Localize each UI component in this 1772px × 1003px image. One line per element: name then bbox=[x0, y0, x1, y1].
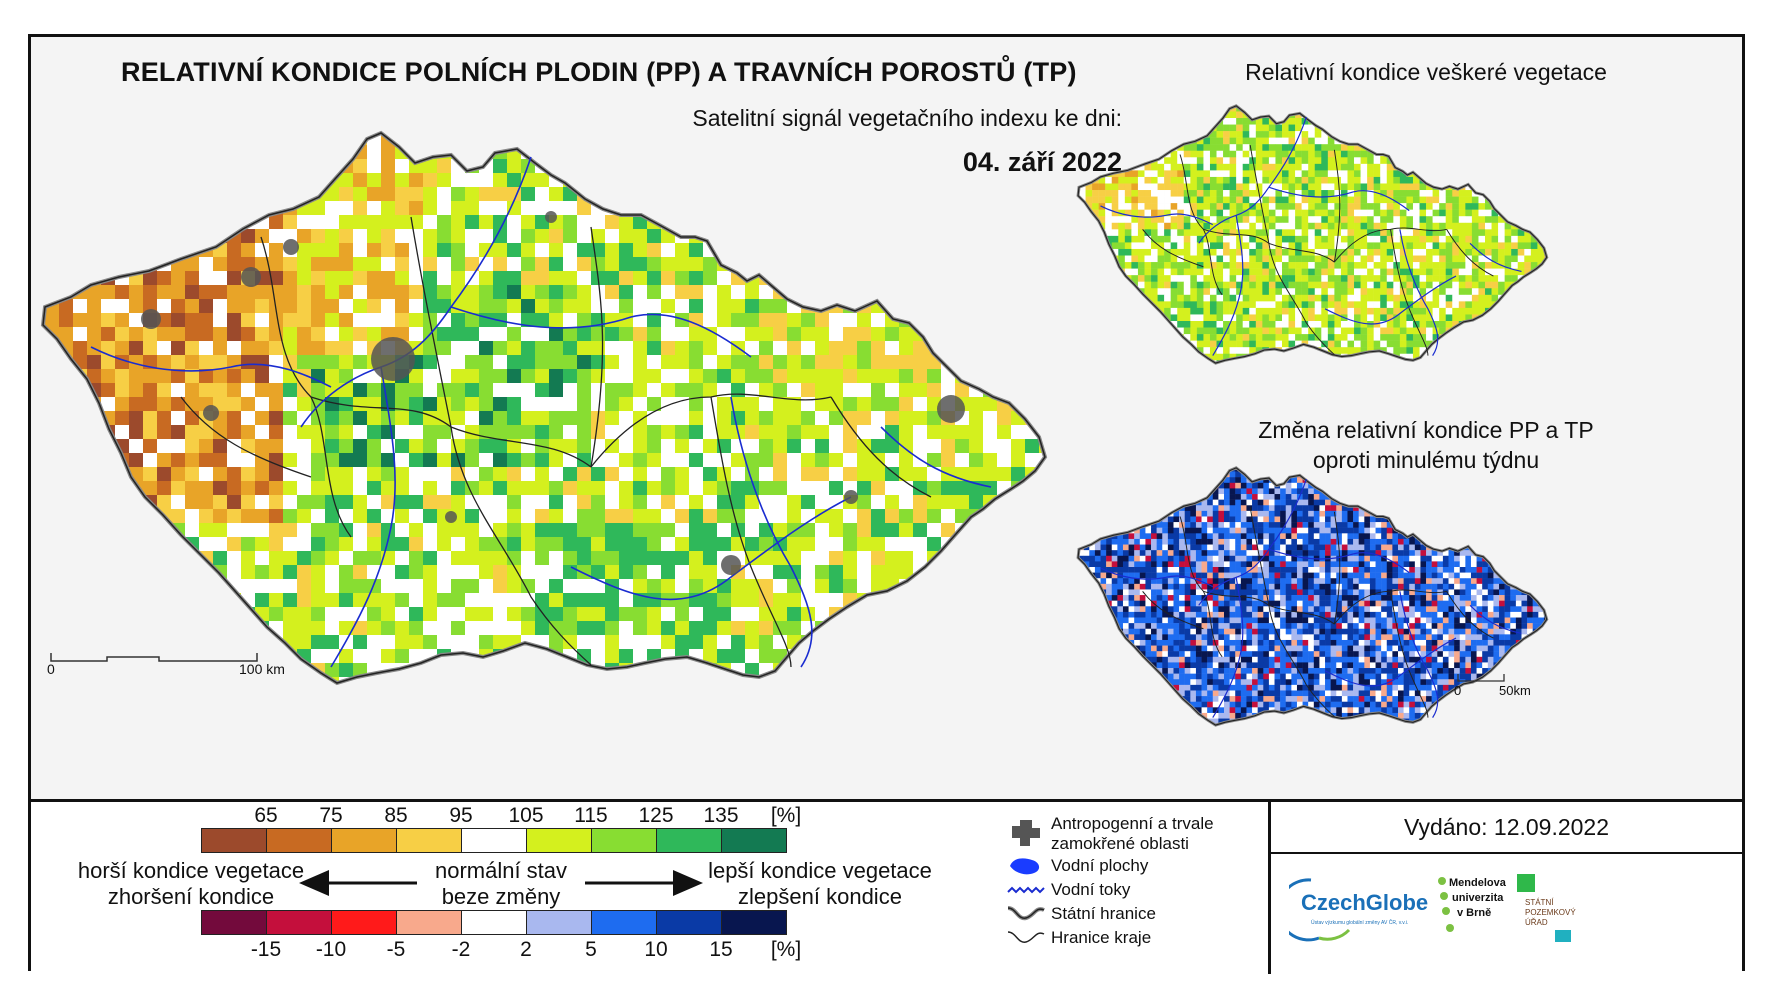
change-swatch bbox=[331, 910, 397, 935]
water-stream-icon bbox=[1007, 886, 1045, 894]
condition-tick-label: 135 bbox=[703, 804, 739, 827]
mendel-logo-text: Mendelova univerzita v Brně bbox=[1449, 876, 1506, 921]
condition-swatch bbox=[526, 828, 592, 853]
condition-swatch bbox=[396, 828, 462, 853]
main-condition-map bbox=[40, 130, 1048, 686]
key-state-border: Státní hranice bbox=[1051, 904, 1156, 923]
anthropogenic-area-icon bbox=[1012, 820, 1040, 846]
spu-line2: POZEMKOVÝ bbox=[1525, 908, 1576, 917]
czechglobe-logo-subtext: Ústav výzkumu globální změny AV ČR, v.v.… bbox=[1311, 920, 1409, 926]
change-swatch bbox=[266, 910, 332, 935]
key-region-border: Hranice kraje bbox=[1051, 928, 1152, 947]
main-scale-bar bbox=[50, 653, 258, 662]
mendel-line2: univerzita bbox=[1452, 892, 1504, 904]
mendel-logo-dots-icon bbox=[1438, 877, 1454, 932]
change-tick-label: 2 bbox=[520, 938, 532, 961]
change-tick-label: -10 bbox=[315, 938, 347, 961]
legend-normal: normální stav beze změny bbox=[411, 858, 591, 910]
condition-tick-label: 105 bbox=[508, 804, 544, 827]
rivers-and-borders bbox=[40, 130, 1048, 686]
condition-swatch bbox=[656, 828, 722, 853]
mendel-line3: v Brně bbox=[1457, 907, 1492, 919]
key-anthropogenic-line1: Antropogenní a trvale bbox=[1051, 814, 1214, 833]
logos-area: CzechGlobe Ústav výzkumu globální změny … bbox=[1271, 854, 1742, 974]
condition-tick-label: 85 bbox=[384, 804, 408, 827]
legend-worse: horší kondice vegetace zhoršení kondice bbox=[61, 858, 321, 910]
legend-normal-line2: beze změny bbox=[441, 884, 561, 909]
condition-swatch bbox=[461, 828, 527, 853]
inset-scale-zero: 0 bbox=[1454, 683, 1462, 698]
condition-swatch bbox=[591, 828, 657, 853]
main-scale-end: 100 km bbox=[239, 661, 285, 677]
condition-swatch bbox=[331, 828, 397, 853]
water-area-icon bbox=[1010, 858, 1040, 875]
czechglobe-logo-text: CzechGlobe bbox=[1301, 890, 1429, 915]
condition-tick-label: 125 bbox=[638, 804, 674, 827]
key-anthropogenic: Antropogenní a trvale zamokřené oblasti bbox=[1051, 814, 1214, 854]
legend-divider bbox=[1268, 802, 1271, 974]
inset-scale-bar bbox=[1457, 674, 1505, 682]
inset-scale-end: 50km bbox=[1499, 683, 1531, 698]
arrow-right-icon bbox=[585, 870, 703, 896]
spu-logo-icon bbox=[1517, 874, 1571, 942]
change-tick-label: -15 bbox=[250, 938, 282, 961]
main-title: RELATIVNÍ KONDICE POLNÍCH PLODIN (PP) A … bbox=[121, 57, 1077, 87]
legend-better-line2: zlepšení kondice bbox=[738, 884, 902, 909]
change-tick-label: 15 bbox=[709, 938, 733, 961]
key-water-streams: Vodní toky bbox=[1051, 880, 1131, 899]
condition-tick-label: 95 bbox=[449, 804, 473, 827]
change-color-scale bbox=[201, 910, 787, 935]
czechglobe-logo bbox=[1289, 878, 1351, 942]
condition-tick-label: 115 bbox=[574, 804, 608, 827]
inset-bottom-title-line2: oproti minulému týdnu bbox=[1312, 447, 1540, 473]
change-swatch bbox=[721, 910, 787, 935]
legend-panel: 65 75 85 95 105 115 125 135 [%] horší kondice ve… bbox=[31, 799, 1742, 974]
key-water-areas: Vodní plochy bbox=[1051, 856, 1149, 875]
change-tick-label: [%] bbox=[770, 938, 802, 961]
inset-bottom-title: Změna relativní kondice PP a TP oproti m… bbox=[1126, 415, 1726, 475]
main-subtitle: Satelitní signál vegetačního indexu ke d… bbox=[692, 105, 1122, 131]
condition-raster bbox=[43, 133, 1045, 683]
change-swatch bbox=[526, 910, 592, 935]
change-swatch bbox=[656, 910, 722, 935]
inset-bottom-title-line1: Změna relativní kondice PP a TP bbox=[1258, 417, 1594, 443]
condition-tick-label: 75 bbox=[319, 804, 343, 827]
change-swatch bbox=[461, 910, 527, 935]
change-swatch bbox=[591, 910, 657, 935]
legend-worse-line2: zhoršení kondice bbox=[107, 884, 275, 909]
legend-better-line1: lepší kondice vegetace bbox=[708, 858, 932, 883]
legend-normal-line1: normální stav bbox=[434, 858, 568, 883]
spu-line3: ÚŘAD bbox=[1525, 918, 1548, 927]
change-swatch bbox=[396, 910, 462, 935]
change-tick-label: 10 bbox=[644, 938, 668, 961]
inset-vegetation-map bbox=[1076, 104, 1549, 365]
change-tick-label: -2 bbox=[451, 938, 471, 961]
spu-line1: STÁTNÍ bbox=[1525, 898, 1554, 907]
region-border-icon bbox=[1007, 931, 1045, 943]
figure-frame: RELATIVNÍ KONDICE POLNÍCH PLODIN (PP) A … bbox=[28, 34, 1745, 974]
legend-better: lepší kondice vegetace zlepšení kondice bbox=[685, 858, 955, 910]
condition-swatch bbox=[201, 828, 267, 853]
state-border-icon bbox=[1007, 906, 1045, 921]
condition-tick-label: [%] bbox=[770, 804, 802, 827]
condition-color-scale bbox=[201, 828, 787, 853]
condition-tick-label: 65 bbox=[254, 804, 278, 827]
arrow-left-icon bbox=[299, 870, 417, 896]
map-panel: RELATIVNÍ KONDICE POLNÍCH PLODIN (PP) A … bbox=[31, 37, 1742, 796]
inset-top-title: Relativní kondice veškeré vegetace bbox=[1245, 59, 1607, 85]
main-date: 04. září 2022 bbox=[962, 147, 1122, 177]
change-tick-label: -5 bbox=[386, 938, 406, 961]
main-scale-zero: 0 bbox=[47, 661, 55, 677]
inset-change-map bbox=[1076, 466, 1549, 727]
spu-logo-text: STÁTNÍ POZEMKOVÝ ÚŘAD bbox=[1525, 898, 1576, 928]
change-tick-label: 5 bbox=[585, 938, 597, 961]
condition-swatch bbox=[721, 828, 787, 853]
mendel-line1: Mendelova bbox=[1449, 877, 1506, 889]
condition-swatch bbox=[266, 828, 332, 853]
key-anthropogenic-line2: zamokřené oblasti bbox=[1051, 834, 1189, 853]
legend-worse-line1: horší kondice vegetace bbox=[77, 858, 305, 883]
issued-date: Vydáno: 12.09.2022 bbox=[1271, 802, 1742, 854]
change-swatch bbox=[201, 910, 267, 935]
